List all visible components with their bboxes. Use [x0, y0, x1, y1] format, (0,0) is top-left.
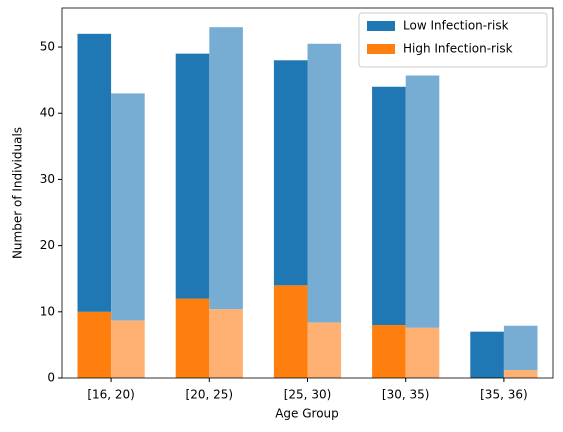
x-tick-label: [20, 25) — [186, 388, 234, 402]
bar — [307, 43, 342, 323]
bar — [372, 325, 406, 378]
bar — [175, 53, 210, 299]
bar — [503, 325, 538, 371]
y-axis-label: Number of Individuals — [11, 127, 25, 259]
bar — [405, 75, 440, 328]
bar — [372, 86, 406, 326]
bar — [209, 27, 243, 310]
y-tick-label: 20 — [40, 238, 55, 252]
legend-label: Low Infection-risk — [403, 19, 509, 33]
bar — [77, 311, 112, 378]
bar — [111, 320, 145, 378]
bar — [470, 331, 504, 378]
x-tick-label: [16, 20) — [87, 388, 135, 402]
legend-label: High Infection-risk — [403, 42, 513, 56]
y-tick-label: 0 — [47, 371, 55, 385]
x-axis-label: Age Group — [275, 407, 339, 421]
bar — [307, 322, 342, 378]
x-tick-label: [35, 36) — [480, 388, 528, 402]
bar — [503, 370, 538, 378]
y-tick-label: 40 — [40, 106, 55, 120]
bar — [273, 60, 308, 286]
bar — [273, 285, 308, 378]
y-tick-label: 30 — [40, 172, 55, 186]
x-tick-label: [25, 30) — [284, 388, 332, 402]
bar — [111, 93, 145, 321]
bar — [405, 327, 440, 378]
legend-swatch — [367, 44, 395, 54]
y-tick-label: 50 — [40, 40, 55, 54]
plot-frame — [61, 7, 554, 379]
legend-swatch — [367, 21, 395, 31]
bar — [77, 33, 112, 312]
bar — [209, 309, 243, 378]
x-tick-label: [30, 35) — [382, 388, 430, 402]
bar — [175, 298, 210, 378]
y-tick-label: 10 — [40, 304, 55, 318]
legend-box — [358, 12, 548, 68]
